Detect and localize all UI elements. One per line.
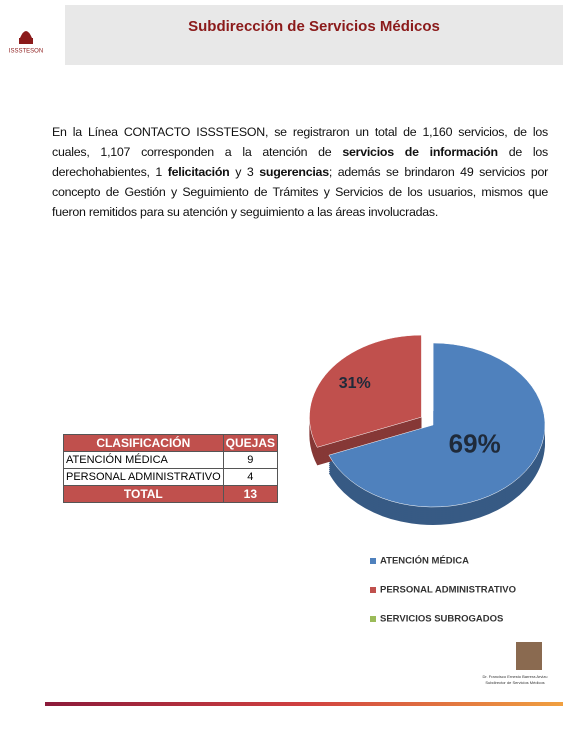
table-cell: 4 [222,468,279,486]
paragraph: En la Línea CONTACTO ISSSTESON, se regis… [52,122,548,222]
signature-role: Subdirector de Servicios Médicos [485,680,545,685]
legend-label: ATENCIÓN MÉDICA [380,555,469,567]
legend-label: SERVICIOS SUBROGADOS [380,614,503,625]
table-cell: PERSONAL ADMINISTRATIVO [63,468,224,486]
pie-value-label: 69% [449,429,501,459]
table-total-cell: TOTAL [63,485,224,503]
logo-base [19,38,33,44]
signature-name: Dr. Francisco Ernesto Barrera Arvizu [482,674,548,679]
legend-swatch [370,558,376,564]
signature: Dr. Francisco Ernesto Barrera Arvizu Sub… [470,674,560,686]
header-bar [65,5,563,65]
table-header-row: CLASIFICACIÓN QUEJAS [63,434,279,452]
paragraph-segment: ; además se brindaron 49 servicios por c… [52,165,548,219]
table-total-cell: 13 [222,485,279,503]
logo-text: ISSSTESON [9,49,43,55]
pie-chart: 69% 31% ATENCIÓN MÉDICA PERSONAL ADMINISTRA… [309,329,546,625]
paragraph-segment: servicios de información [342,145,498,159]
paragraph-segment: y 3 [229,165,260,179]
table-cell: 9 [222,451,279,469]
table-cell: ATENCIÓN MÉDICA [63,451,224,469]
logo: ISSSTESON [9,31,43,55]
legend-swatch [370,587,376,593]
table-row: ATENCIÓN MÉDICA 9 [63,451,279,469]
table-row: PERSONAL ADMINISTRATIVO 4 [63,468,279,486]
paragraph-segment: felicitación [167,165,230,179]
legend-label: PERSONAL ADMINISTRATIVO [380,585,516,596]
logo-icon [20,31,32,38]
signature-image [516,642,542,670]
table-header-cell: QUEJAS [222,434,279,452]
paragraph-segment: de los derechohabientes, 1 [52,145,548,179]
table-header-cell: CLASIFICACIÓN [63,434,224,452]
header-title: Subdirección de Servicios Médicos [188,18,440,35]
legend-swatch [370,616,376,622]
table-wrap: CLASIFICACIÓN QUEJAS ATENCIÓN MÉDICA 9 PERSO… [63,434,279,503]
table-total-row: TOTAL 13 [63,485,279,503]
paragraph-segment: En la Línea CONTACTO ISSSTESON, se regis… [52,125,548,159]
pie-slice [328,342,546,508]
pie-value-label: 31% [339,375,371,392]
footer-line [45,702,563,706]
table: CLASIFICACIÓN QUEJAS ATENCIÓN MÉDICA 9 PERSO… [63,434,279,503]
paragraph-segment: sugerencias [259,165,329,179]
pie-slice [309,334,422,448]
